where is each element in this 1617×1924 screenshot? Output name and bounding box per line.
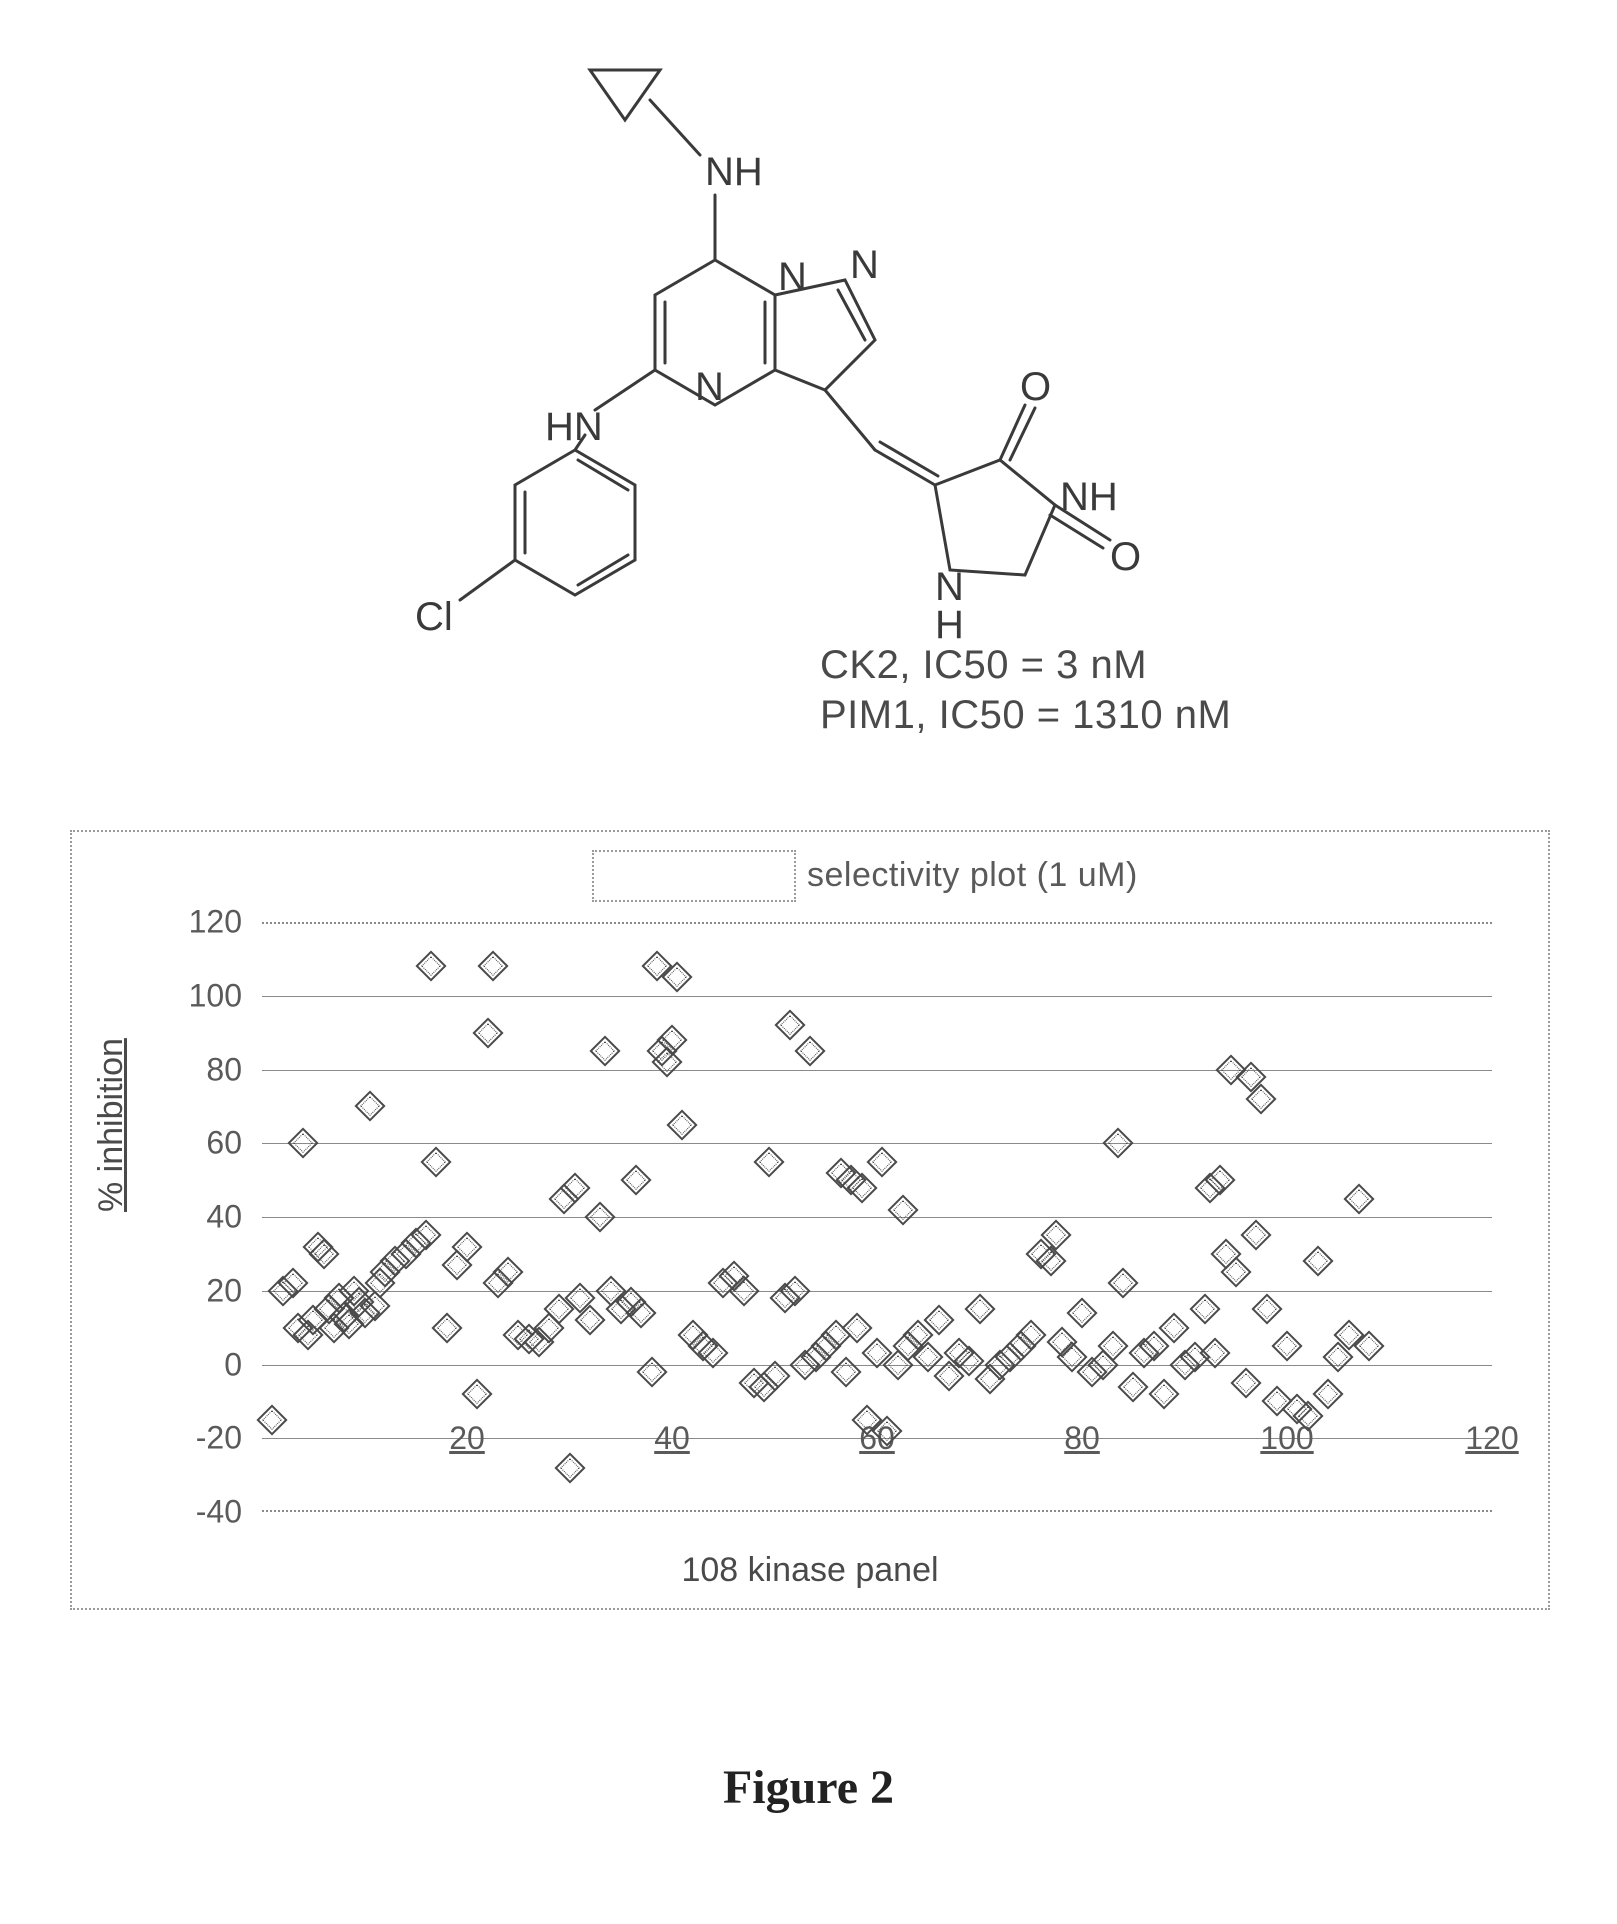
y-tick: 120 (152, 904, 242, 941)
data-point (754, 1146, 785, 1177)
data-point (1312, 1378, 1343, 1409)
atom-cl: Cl (415, 595, 453, 639)
y-tick: 100 (152, 977, 242, 1014)
atom-o-top: O (1020, 365, 1051, 409)
y-tick: 40 (152, 1199, 242, 1236)
selectivity-chart: selectivity plot (1 uM) % inhibition -40… (70, 830, 1550, 1610)
y-tick: 60 (152, 1125, 242, 1162)
data-point (667, 1109, 698, 1140)
data-point (867, 1146, 898, 1177)
data-point (416, 951, 447, 982)
y-tick: 20 (152, 1272, 242, 1309)
data-point (554, 1452, 585, 1483)
data-point (287, 1128, 318, 1159)
data-point (1102, 1128, 1133, 1159)
x-tick: 120 (1465, 1420, 1518, 1457)
data-point (462, 1378, 493, 1409)
data-point (585, 1201, 616, 1232)
gridline (262, 1291, 1492, 1292)
figure-caption: Figure 2 (0, 1760, 1617, 1815)
data-point (1230, 1367, 1261, 1398)
data-point (964, 1294, 995, 1325)
atom-n-top: N (778, 255, 807, 299)
data-point (590, 1036, 621, 1067)
data-point (1066, 1297, 1097, 1328)
data-point (472, 1017, 503, 1048)
y-tick: -40 (152, 1494, 242, 1531)
data-point (1189, 1294, 1220, 1325)
plot-border-bottom (262, 1510, 1492, 1512)
data-point (1302, 1246, 1333, 1277)
data-point (1241, 1220, 1272, 1251)
legend-text: selectivity plot (1 uM) (807, 856, 1138, 895)
ic50-pim1: PIM1, IC50 = 1310 nM (820, 690, 1420, 740)
figure-page: NH HN N N N Cl O O NH N H CK2, IC50 = 3 … (0, 0, 1617, 1924)
gridline (262, 996, 1492, 997)
data-point (257, 1404, 288, 1435)
data-point (795, 1036, 826, 1067)
ic50-ck2: CK2, IC50 = 3 nM (820, 640, 1420, 690)
data-point (1159, 1312, 1190, 1343)
plot-border-top (262, 922, 1492, 924)
plot-region: -40-2002040608010012020406080100120 (262, 922, 1492, 1512)
y-tick: -20 (152, 1420, 242, 1457)
data-point (1107, 1268, 1138, 1299)
x-axis-label: 108 kinase panel (72, 1551, 1548, 1590)
atom-nh-right: NH (1060, 475, 1118, 519)
data-point (621, 1165, 652, 1196)
atom-nh-top: NH (705, 150, 763, 194)
data-point (1118, 1371, 1149, 1402)
data-point (1343, 1183, 1374, 1214)
atom-hn-left: HN (545, 405, 603, 449)
x-tick: 80 (1064, 1420, 1100, 1457)
data-point (354, 1091, 385, 1122)
data-point (1148, 1378, 1179, 1409)
data-point (636, 1356, 667, 1387)
gridline (262, 1217, 1492, 1218)
y-tick: 0 (152, 1346, 242, 1383)
data-point (477, 951, 508, 982)
data-point (431, 1312, 462, 1343)
ic50-text-block: CK2, IC50 = 3 nM PIM1, IC50 = 1310 nM (820, 640, 1420, 740)
y-tick: 80 (152, 1051, 242, 1088)
atom-n-right: N (850, 243, 879, 287)
atom-o-bottom: O (1110, 535, 1141, 579)
y-axis-label: % inhibition (92, 1038, 131, 1212)
x-tick: 20 (449, 1420, 485, 1457)
data-point (421, 1146, 452, 1177)
data-point (1271, 1331, 1302, 1362)
gridline (262, 1143, 1492, 1144)
data-point (1251, 1294, 1282, 1325)
x-tick: 40 (654, 1420, 690, 1457)
data-point (831, 1356, 862, 1387)
atom-n-center: N (695, 365, 724, 409)
legend-box (592, 850, 796, 902)
data-point (774, 1010, 805, 1041)
data-point (887, 1194, 918, 1225)
gridline (262, 1070, 1492, 1071)
